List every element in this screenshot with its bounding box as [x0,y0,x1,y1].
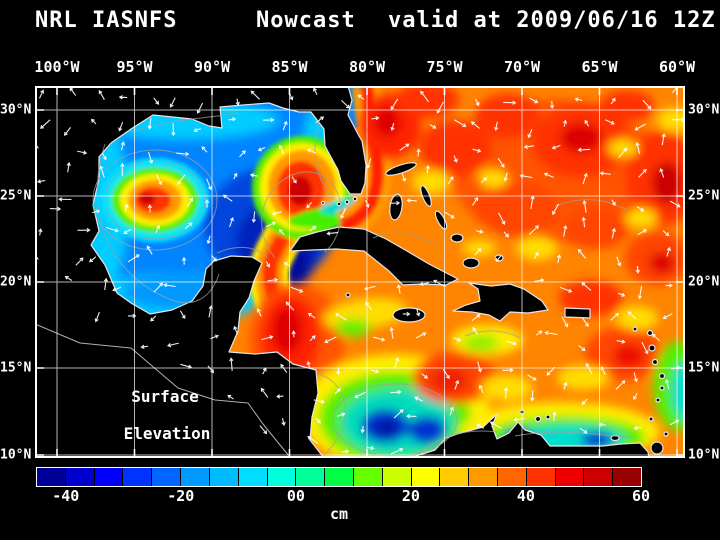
colorbar-segment [613,468,642,486]
y-axis-tick-label: 30°N [0,102,32,118]
colorbar-segment [498,468,527,486]
colorbar-segment [440,468,470,486]
y-axis-tick-label: 10°N [688,447,720,463]
pacific-coastline [35,323,291,458]
colorbar-segment [526,468,556,486]
y-axis-tick-label: 30°N [688,102,720,118]
colorbar-unit-label: cm [329,505,349,523]
x-axis-tick-label: 90°W [193,58,231,76]
colorbar-tick-label: 00 [286,487,305,505]
colorbar-segment [209,468,239,486]
y-axis-tick-label: 15°N [688,360,720,376]
colorbar-segment [181,468,210,486]
colorbar-tick-label: 40 [516,487,535,505]
colorbar-tick-label: -20 [167,487,195,505]
x-axis-tick-label: 65°W [581,58,618,76]
hispaniola-island [452,282,549,322]
colorbar-segment [584,468,614,486]
colorbar-segment [37,468,66,486]
x-axis-tick-label: 95°W [116,58,153,76]
colorbar-segment [238,468,268,486]
colorbar [36,467,642,487]
x-axis-tick-label: 85°W [271,58,308,76]
field-label-line1: Surface [131,387,198,406]
colorbar-segment [325,468,354,486]
colorbar-segment [94,468,124,486]
colorbar-segment [152,468,182,486]
y-axis-tick-label: 25°N [0,188,32,204]
colorbar-tick-label: 20 [401,487,420,505]
colorbar-segment [382,468,412,486]
y-axis-tick-label: 25°N [688,188,720,204]
colorbar-tick-label: 60 [631,487,651,505]
colorbar-segment [555,468,585,486]
title-product: Nowcast [256,8,356,33]
y-axis-tick-label: 10°N [0,447,32,463]
x-axis-tick-label: 100°W [34,58,80,76]
colorbar-segment [123,468,153,486]
cuba-island [289,226,459,286]
x-axis-tick-label: 80°W [348,58,386,76]
y-axis-tick-label: 20°N [688,274,720,290]
puerto-rico-island [564,307,591,319]
current-vector-arrows [35,86,685,455]
colorbar-segment [411,468,441,486]
grid-lines [35,86,685,458]
x-axis-tick-label: 70°W [503,58,541,76]
sea-surface-elevation-map: Surface Elevation [35,86,685,458]
plot-border [35,86,685,458]
colorbar-segment [296,468,326,486]
x-axis-tick-label: 75°W [426,58,463,76]
colorbar-segment [353,468,383,486]
bahamas-islands [385,162,504,269]
colorbar-segment [469,468,498,486]
colorbar-segment [65,468,95,486]
colorbar-tick-label: -40 [52,487,80,505]
title-model: NRL IASNFS [35,8,178,33]
title-valid-time: valid at 2009/06/16 12Z [388,8,716,33]
ssh-contours [92,112,636,457]
y-axis-tick-label: 20°N [0,274,32,290]
field-label-line2: Elevation [124,424,211,443]
axis-ticks [37,88,683,456]
y-axis-tick-label: 15°N [0,360,32,376]
map-plot: Surface Elevation [35,86,685,458]
colorbar-segment [267,468,297,486]
x-axis-tick-label: 60°W [658,58,696,76]
